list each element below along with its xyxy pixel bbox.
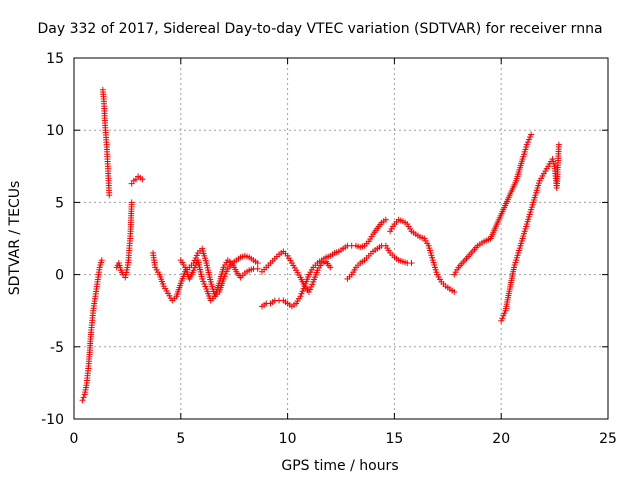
x-tick-label: 10 [279, 431, 297, 447]
series-seg5 [150, 245, 261, 304]
series-seg3 [113, 199, 135, 281]
grid-layer [74, 58, 608, 419]
x-tick-label: 20 [492, 431, 510, 447]
tick-layer [73, 57, 609, 420]
y-axis-label: SDTVAR / TECUs [7, 181, 23, 296]
y-tick-label: 0 [55, 268, 64, 284]
series-seg4 [128, 173, 146, 187]
series-seg6 [177, 257, 261, 304]
data-layer [79, 86, 562, 404]
x-tick-label: 0 [70, 431, 79, 447]
x-tick-label: 15 [385, 431, 403, 447]
series-seg10 [387, 216, 458, 295]
series-seg12 [498, 141, 562, 324]
y-tick-label: 15 [46, 51, 64, 67]
y-tick-label: -5 [50, 340, 64, 356]
series-seg11 [451, 131, 535, 278]
y-tick-label: 10 [46, 123, 64, 139]
y-tick-label: 5 [55, 195, 64, 211]
series-seg1 [79, 257, 105, 404]
series-seg9 [344, 242, 415, 282]
y-tick-label: -10 [41, 412, 64, 428]
chart-title: Day 332 of 2017, Sidereal Day-to-day VTE… [37, 21, 602, 37]
tick-label-layer: 0 5 10 15 20 25 -10 -5 0 5 10 15 [41, 51, 617, 447]
series-seg8 [258, 248, 334, 295]
x-tick-label: 5 [176, 431, 185, 447]
plot-frame [73, 57, 609, 420]
x-tick-label: 25 [599, 431, 617, 447]
x-axis-label: GPS time / hours [281, 458, 398, 474]
series-seg2 [99, 86, 113, 199]
